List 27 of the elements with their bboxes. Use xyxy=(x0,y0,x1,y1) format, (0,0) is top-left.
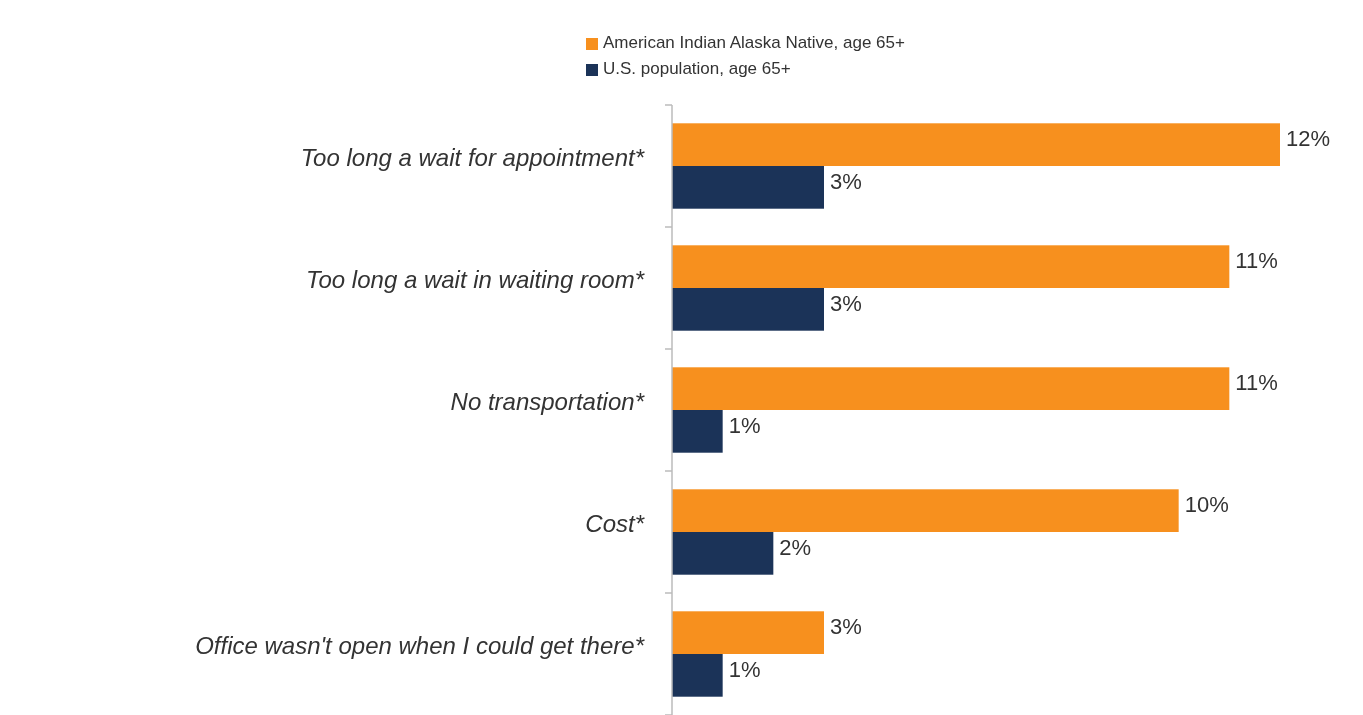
bar xyxy=(672,288,824,331)
data-label: 12% xyxy=(1286,126,1331,152)
bar xyxy=(672,245,1230,288)
y-tick-label: Office wasn't open when I could get there* xyxy=(195,632,645,660)
legend-label: American Indian Alaska Native, age 65+ xyxy=(603,33,905,53)
bar xyxy=(672,532,774,575)
data-label: 2% xyxy=(779,535,812,561)
data-label: 11% xyxy=(1235,248,1278,274)
data-label: 10% xyxy=(1184,492,1229,518)
bar xyxy=(672,489,1179,532)
data-label: 11% xyxy=(1235,370,1278,396)
y-tick-label: Cost* xyxy=(585,510,645,538)
data-label: 1% xyxy=(728,413,761,439)
bar xyxy=(672,654,723,697)
bar xyxy=(672,410,723,453)
bar xyxy=(672,123,1280,166)
bar xyxy=(672,611,824,654)
y-tick-label: No transportation* xyxy=(450,388,645,416)
data-label: 1% xyxy=(728,657,761,683)
bar xyxy=(672,367,1230,410)
data-label: 3% xyxy=(830,169,862,195)
bar xyxy=(672,166,824,209)
y-tick-label: Too long a wait in waiting room* xyxy=(306,266,645,294)
data-label: 3% xyxy=(830,614,862,640)
data-label: 3% xyxy=(830,291,862,317)
legend-label: U.S. population, age 65+ xyxy=(603,59,791,79)
y-tick-label: Too long a wait for appointment* xyxy=(300,144,645,172)
